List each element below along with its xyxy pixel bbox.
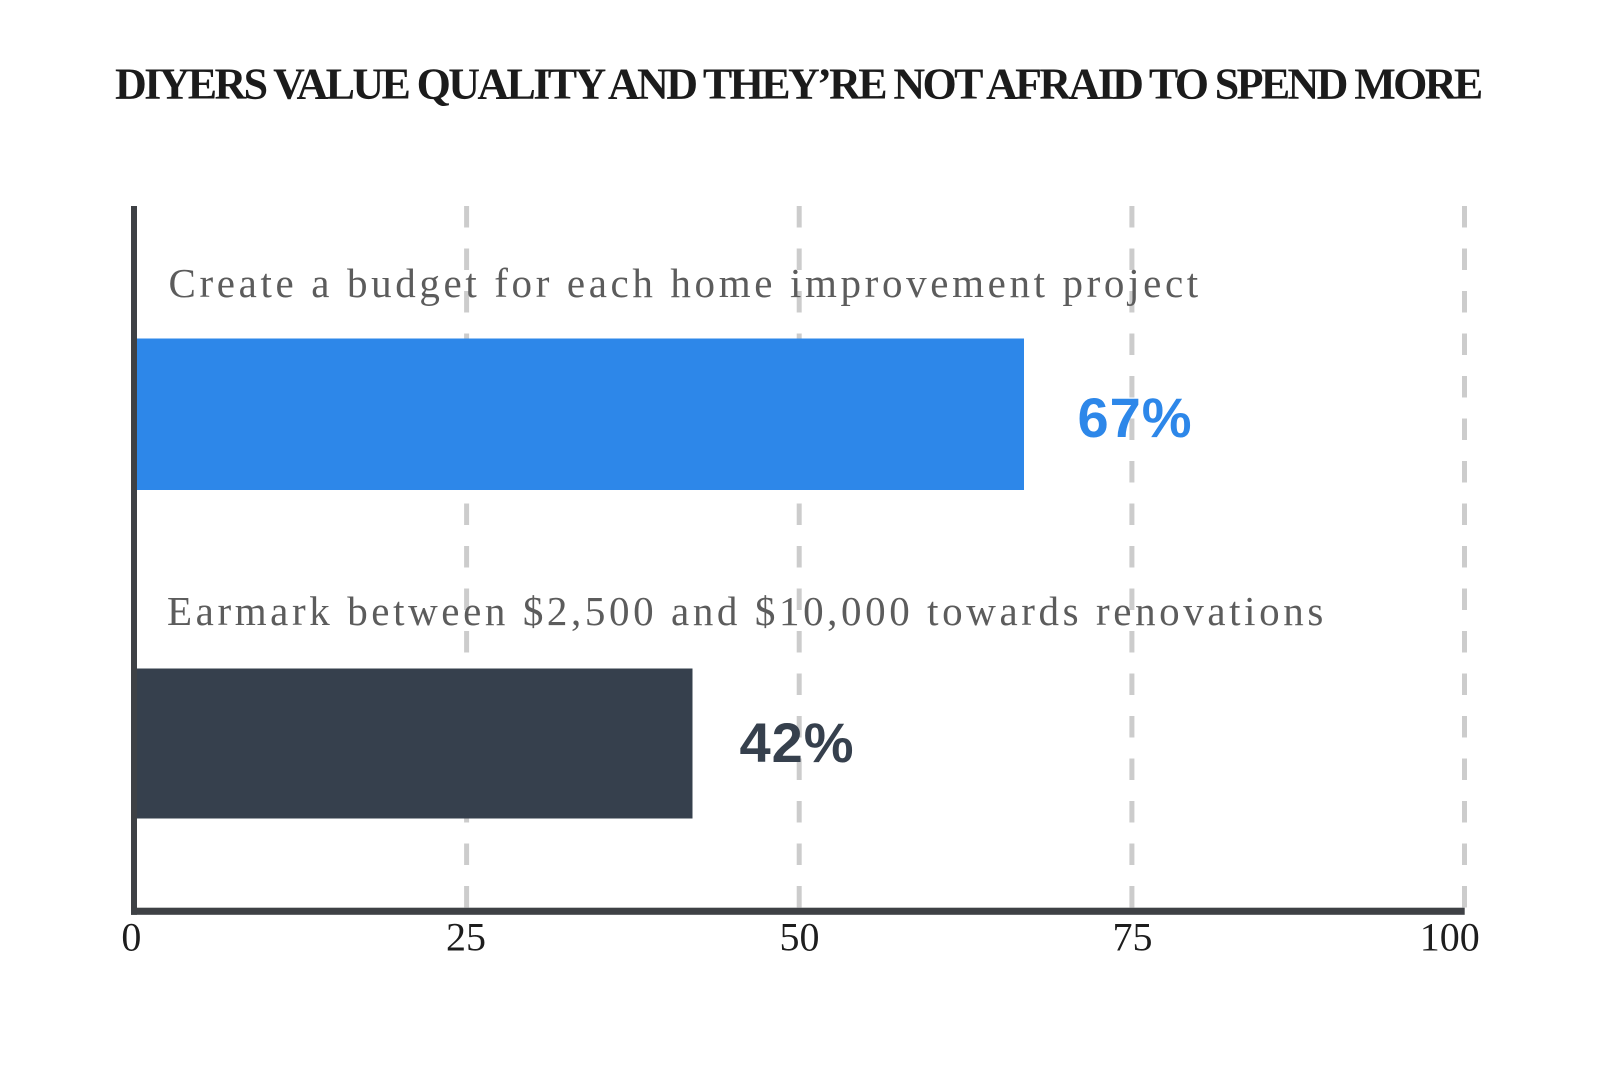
svg-text:42%: 42%: [740, 711, 855, 774]
svg-text:75: 75: [1113, 915, 1153, 960]
svg-text:Create a budget for each home: Create a budget for each home improvemen…: [169, 260, 1202, 306]
svg-text:0: 0: [121, 915, 141, 960]
svg-text:DIYERS VALUE QUALITY AND THEY’: DIYERS VALUE QUALITY AND THEY’RE NOT AFR…: [115, 59, 1482, 108]
svg-text:25: 25: [446, 915, 486, 960]
svg-text:100: 100: [1420, 915, 1480, 960]
svg-text:50: 50: [780, 915, 820, 960]
svg-text:67%: 67%: [1078, 386, 1193, 449]
svg-text:Earmark between $2,500 and $10: Earmark between $2,500 and $10,000 towar…: [167, 588, 1327, 634]
